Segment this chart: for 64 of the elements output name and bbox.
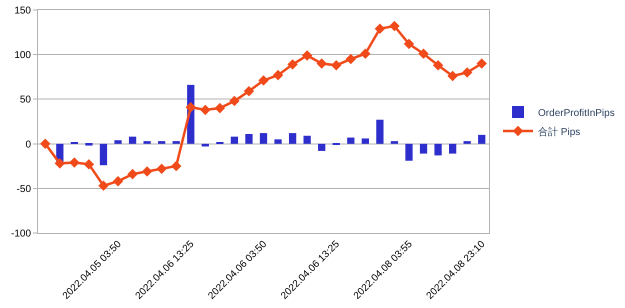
point [98,180,109,191]
point [69,157,80,168]
bar [362,138,369,144]
point [272,70,284,80]
point [258,75,269,86]
bar [260,133,268,144]
legend-label: OrderProfitInPips [538,108,615,119]
y-tick-label: 150 [14,6,32,16]
bar [347,138,354,144]
bar [202,144,209,146]
point [476,58,487,69]
bar [143,141,151,144]
point [462,67,472,78]
bar [434,144,442,156]
point [40,138,50,149]
point [142,166,152,177]
point [404,38,414,50]
point [84,159,94,170]
bar [288,133,296,144]
legend-label: 合計 Pips [538,126,580,138]
point [186,102,196,112]
bar [390,141,398,144]
point [200,104,211,116]
bar [420,144,428,154]
bar [464,141,471,144]
bar [158,141,166,144]
point [127,168,138,180]
point [418,48,429,59]
point [389,20,400,32]
bar [245,134,253,144]
point [171,160,182,172]
y-tick-label: 100 [14,50,32,62]
point [244,86,254,96]
y-tick-label: -100 [10,228,32,240]
bar [85,143,93,146]
point [346,54,356,64]
y-tick-label: -50 [16,184,32,195]
point [374,24,386,34]
bar [100,144,108,166]
point [302,50,312,61]
bar [304,136,311,144]
bar [230,136,238,144]
point [156,164,167,174]
bar [114,140,122,144]
point [112,176,124,186]
bar [318,144,326,151]
y-tick-label: 0 [25,139,32,150]
point [432,60,444,70]
point [360,48,371,59]
y-tick-label: 50 [20,94,32,106]
point [214,102,226,114]
bar [128,136,136,144]
point [229,96,240,106]
bar [376,120,384,144]
point [54,158,66,169]
bar [405,144,413,161]
bar [274,139,282,144]
bar [448,144,456,154]
bar [478,134,486,144]
point [287,59,298,70]
point [447,70,458,82]
point [331,60,342,70]
point [316,58,327,69]
bar [172,141,180,144]
